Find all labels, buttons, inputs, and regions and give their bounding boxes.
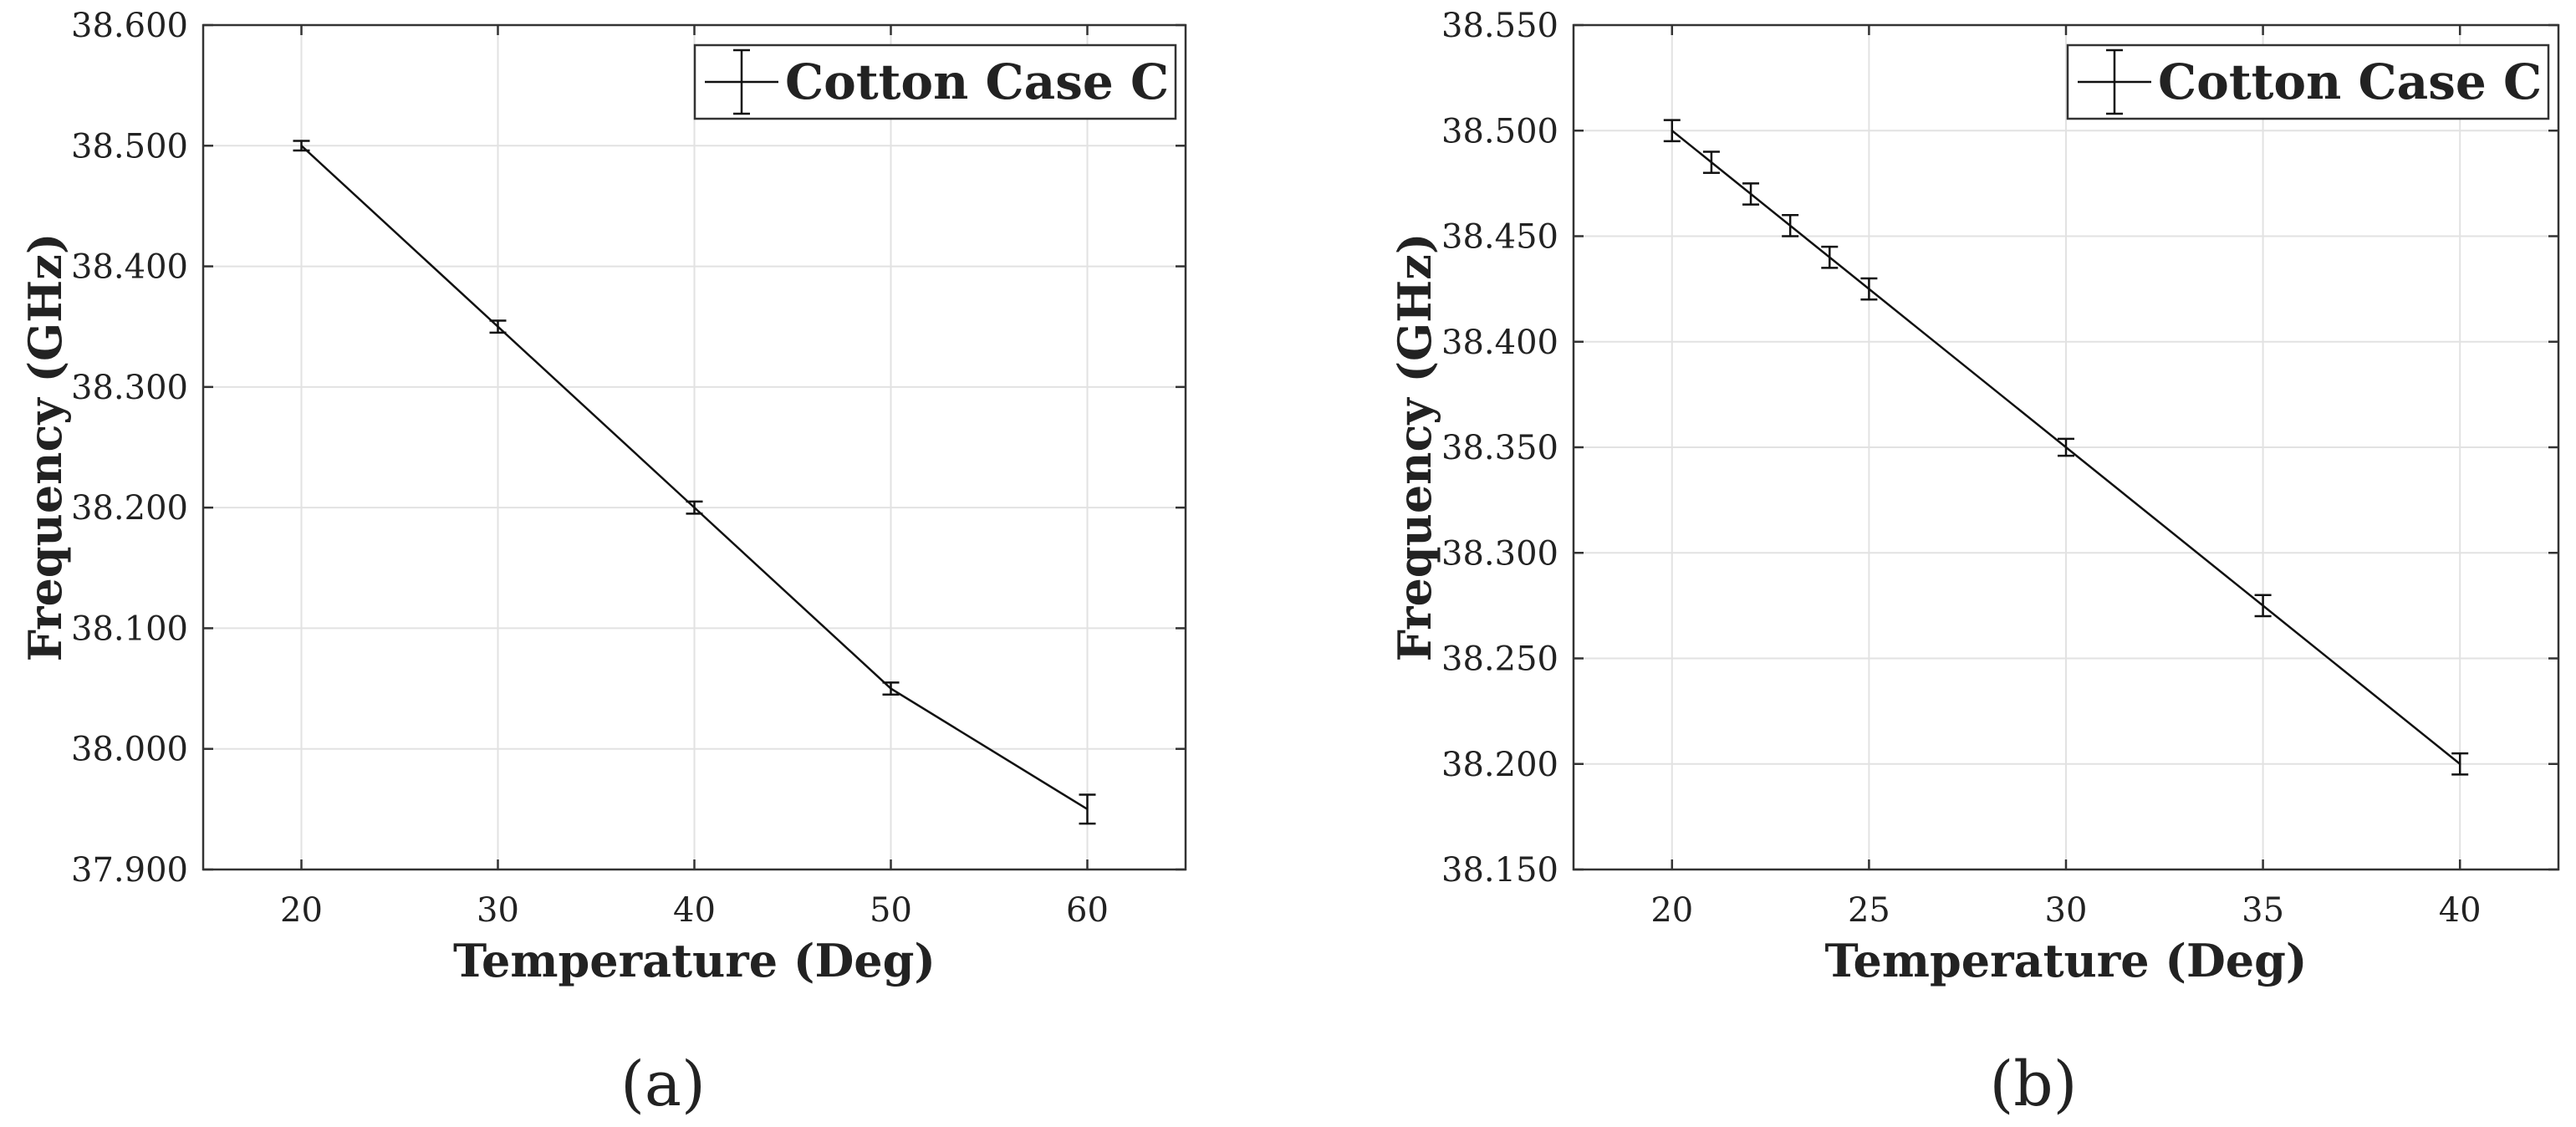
x-tick-label: 40 [2439, 891, 2482, 930]
x-axis-label: Temperature (Deg) [1825, 934, 2308, 987]
y-tick-label: 38.400 [71, 248, 188, 287]
x-tick-label: 35 [2242, 891, 2284, 930]
y-tick-label: 37.900 [71, 851, 188, 890]
chart-panel-a: 20 30 40 50 60 37.900 38.000 38.100 38.200 38.300… [18, 7, 1187, 1120]
x-tick-label: 30 [477, 891, 519, 930]
legend-label: Cotton Case C [785, 54, 1169, 110]
y-tick-label: 38.100 [71, 609, 188, 648]
chart-panel-b: 20 25 30 35 40 38.150 38.200 38.250 38.300 38.350… [1388, 7, 2560, 1120]
x-tick-label: 50 [870, 891, 912, 930]
y-tick-label: 38.300 [1441, 534, 1558, 573]
y-tick-label: 38.450 [1441, 218, 1558, 257]
y-tick-label: 38.200 [71, 489, 188, 528]
y-axis-label: Frequency (GHz) [18, 233, 72, 662]
y-tick-label: 38.300 [71, 369, 188, 407]
error-bar [1702, 150, 1720, 174]
x-tick-label: 40 [673, 891, 716, 930]
y-tick-label: 38.250 [1441, 640, 1558, 679]
y-tick-label: 38.600 [71, 7, 188, 45]
y-tick-label: 38.500 [1441, 112, 1558, 150]
error-bar [1079, 793, 1096, 825]
x-tick-label: 20 [1650, 891, 1693, 930]
error-bar [686, 500, 703, 515]
y-tick-label: 38.200 [1441, 746, 1558, 784]
error-bar [1742, 182, 1760, 206]
error-bar [1782, 214, 1799, 237]
error-bar [2058, 437, 2074, 457]
x-tick-label: 20 [280, 891, 323, 930]
y-tick-label: 38.150 [1441, 851, 1558, 890]
error-bar [1663, 119, 1681, 143]
panel-label: (b) [1989, 1048, 2077, 1120]
y-tick-label: 38.350 [1441, 429, 1558, 467]
error-bar [489, 319, 507, 334]
error-bar [293, 140, 310, 152]
x-tick-label: 30 [2045, 891, 2088, 930]
x-tick-label: 60 [1066, 891, 1109, 930]
y-tick-label: 38.000 [71, 731, 188, 769]
y-tick-label: 38.500 [71, 127, 188, 166]
error-bar [2254, 594, 2272, 618]
error-bar [882, 681, 900, 696]
x-tick-label: 25 [1848, 891, 1890, 930]
legend-label: Cotton Case C [2158, 54, 2542, 110]
x-axis-label: Temperature (Deg) [453, 934, 936, 987]
legend: Cotton Case C [2066, 43, 2550, 120]
error-bar [2451, 752, 2469, 776]
panel-label: (a) [620, 1048, 706, 1120]
error-bar [1821, 245, 1839, 269]
error-bar [1860, 277, 1878, 301]
y-tick-label: 38.550 [1441, 7, 1558, 45]
y-axis-label: Frequency (GHz) [1388, 233, 1441, 662]
legend: Cotton Case C [693, 43, 1177, 120]
y-tick-label: 38.400 [1441, 324, 1558, 362]
